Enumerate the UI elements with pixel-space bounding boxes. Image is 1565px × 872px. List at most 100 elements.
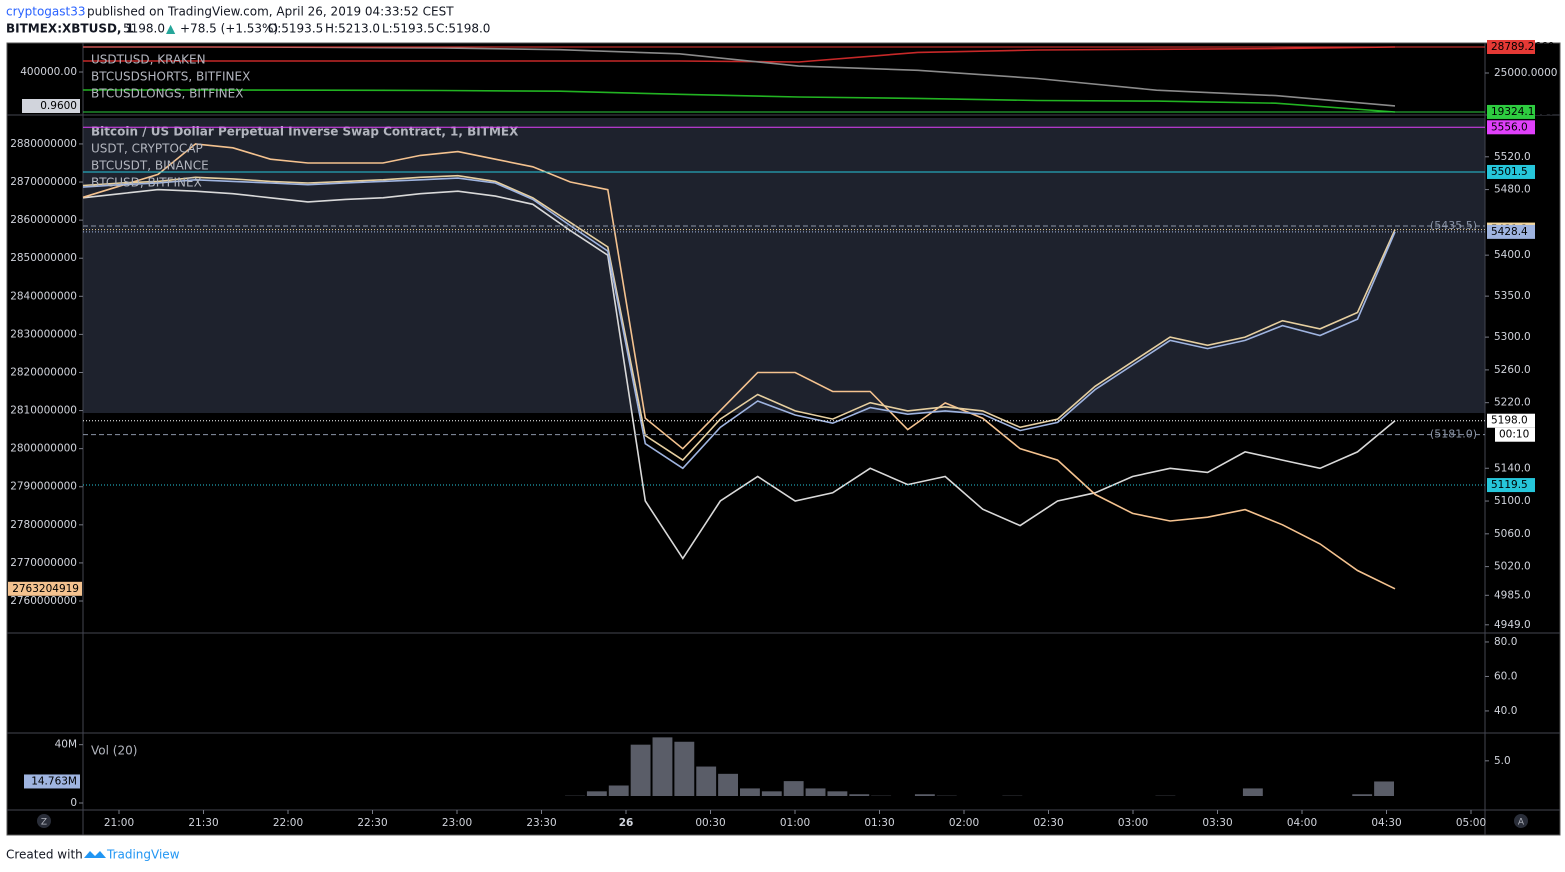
x-tick-label: 01:30: [864, 817, 894, 829]
y2-tick-label: 40.0: [1494, 705, 1517, 717]
open: O:5193.5: [268, 22, 323, 36]
a-button[interactable]: [1514, 814, 1528, 828]
price-line-label: (5435.5): [1430, 219, 1477, 232]
countdown: 00:10: [1499, 429, 1529, 441]
y2-tick-label: 4985.0: [1494, 589, 1531, 601]
price-line-label: (5181.0): [1430, 428, 1477, 441]
volume-bar: [696, 766, 717, 796]
footer-created: Created with: [6, 848, 83, 862]
volume-bar: [718, 773, 738, 796]
symbol: BITMEX:XBTUSD, 1: [6, 22, 134, 36]
price-tag: [1487, 120, 1535, 135]
footer-brand[interactable]: TradingView: [106, 848, 180, 862]
tv-logo: [84, 851, 106, 858]
left-tag-label: 0.9600: [40, 100, 77, 112]
x-tick-label: 01:00: [780, 817, 810, 829]
author[interactable]: cryptogast33: [6, 5, 86, 19]
price-tag: [1487, 39, 1535, 54]
volume-bar: [783, 781, 804, 796]
x-tick-label: 00:30: [695, 817, 725, 829]
x-tick-label: 03:00: [1118, 817, 1148, 829]
x-tick-label: 21:30: [188, 817, 218, 829]
x-tick-label: 21:00: [104, 817, 134, 829]
legend-entry: USDT, CRYPTOCAP: [91, 142, 203, 156]
close: C:5198.0: [436, 22, 490, 36]
price-tag-label: 19324.1220: [1491, 106, 1554, 118]
price-tag-label: 5556.0: [1491, 121, 1528, 133]
high: H:5213.0: [325, 22, 380, 36]
y-tick-label: 40M: [55, 739, 77, 751]
y-tick-label: 2760000000: [10, 595, 77, 607]
price-tag-label: 5428.4: [1491, 226, 1528, 238]
y2-tick-label: 5520.0: [1494, 151, 1531, 163]
y2-tick-label: 5300.0: [1494, 331, 1531, 343]
y-tick-label: 2810000000: [10, 405, 77, 417]
volume-bar: [586, 791, 607, 796]
volume-bar: [805, 788, 826, 796]
pane-borders: [7, 43, 1560, 835]
legend-entry: BTCUSDSHORTS, BITFINEX: [91, 70, 250, 84]
price-tag-label: 5501.5: [1491, 166, 1528, 178]
last-tag: [24, 774, 80, 789]
y2-tick-label: 5260.0: [1494, 364, 1531, 376]
legend-entry: BTCUSDT, BINANCE: [91, 159, 209, 173]
x-tick-label: 05:00: [1456, 817, 1486, 829]
series-line: [83, 46, 1396, 63]
y2-tick-label: 5.0: [1494, 755, 1511, 767]
published: published on TradingView.com, April 26, …: [87, 5, 454, 19]
z-button-label[interactable]: Z: [41, 818, 47, 828]
volume-bar: [761, 791, 782, 796]
countdown-tag: [1495, 427, 1535, 442]
y-tick-label: 2850000000: [10, 252, 77, 264]
price-tag: [1487, 224, 1535, 239]
volume-bar: [630, 744, 651, 796]
left-tag: [8, 581, 82, 596]
change: +78.5 (+1.53%): [180, 22, 278, 36]
price-tag: [1487, 413, 1535, 428]
series-line: [83, 89, 1396, 113]
x-tick-label: 04:30: [1371, 817, 1401, 829]
volume-bar: [740, 788, 760, 796]
y2-tick-label: 80.0: [1494, 636, 1517, 648]
x-tick-label: 04:00: [1287, 817, 1317, 829]
price-tag: [1487, 164, 1535, 179]
y2-tick-label: 60.0: [1494, 670, 1517, 682]
x-tick-label: 22:00: [273, 817, 303, 829]
left-tag: [22, 99, 80, 113]
y-tick-label: 2780000000: [10, 519, 77, 531]
a-button-label[interactable]: A: [1518, 818, 1525, 828]
last-tag-label: 14.763M: [31, 775, 77, 787]
y-tick-label: 0: [70, 797, 77, 809]
y-tick-label: 2840000000: [10, 290, 77, 302]
series-line: [82, 174, 1396, 462]
y2-tick-label: 5350.0: [1494, 290, 1531, 302]
volume-bar: [652, 737, 673, 796]
y-tick-label: 2770000000: [10, 557, 77, 569]
volume-bar: [1242, 788, 1263, 796]
x-tick-label: 02:30: [1033, 817, 1063, 829]
y2-tick-label: 5020.0: [1494, 561, 1531, 573]
y2-tick-label: 5480.0: [1494, 184, 1531, 196]
y2-tick-label: 5140.0: [1494, 462, 1531, 474]
legend-entry: Bitcoin / US Dollar Perpetual Inverse Sw…: [91, 125, 519, 139]
legend-entry: USDTUSD, KRAKEN: [91, 53, 206, 67]
y2-tick-label: 25000.0000: [1494, 67, 1557, 79]
y2-tick-label: 5060.0: [1494, 528, 1531, 540]
legend-entry: BTCUSDLONGS, BITFINEX: [91, 87, 243, 101]
shaded-range: [83, 118, 1485, 413]
y-tick-label: 2860000000: [10, 214, 77, 226]
volume-bar: [674, 741, 695, 796]
y2-tick-label: 5220.0: [1494, 397, 1531, 409]
legend-entry: BTCUSD, BITFINEX: [91, 176, 202, 190]
price-tag: [1487, 104, 1535, 119]
z-button[interactable]: [37, 814, 51, 828]
series-line: [82, 177, 1396, 470]
price-tag-label: 5198.0: [1491, 415, 1528, 427]
y2-tick-label: 5100.0: [1494, 495, 1531, 507]
pane-title: Vol (20): [91, 744, 137, 758]
x-tick-label: 26: [619, 817, 634, 829]
price-tag-label: 28789.2660: [1491, 41, 1554, 53]
y-tick-label: 2880000000: [10, 138, 77, 150]
y2-tick-label: 5400.0: [1494, 249, 1531, 261]
